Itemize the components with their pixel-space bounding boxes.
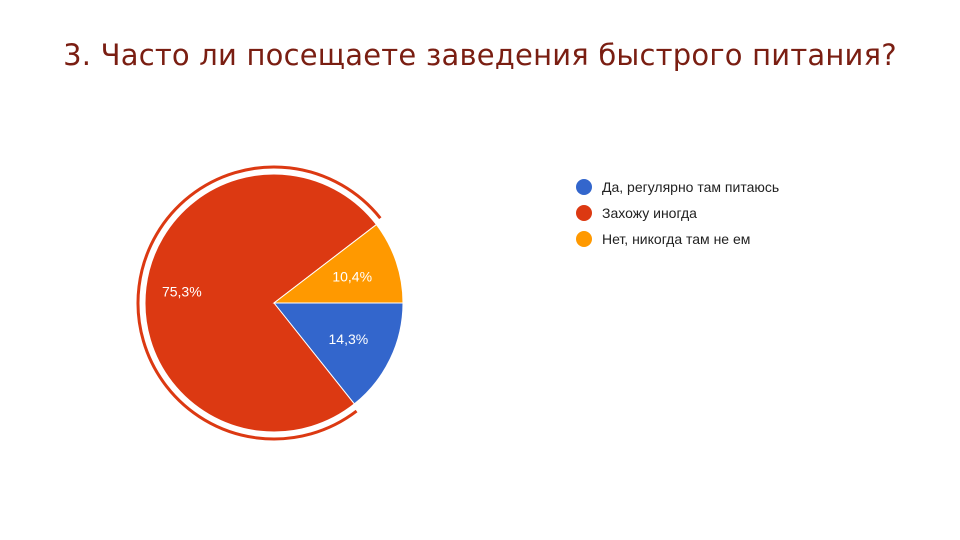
slice-data-label: 14,3% [329,331,369,347]
slice-data-label: 10,4% [332,269,372,285]
legend-swatch [576,231,592,247]
legend-item: Да, регулярно там питаюсь [576,174,779,200]
legend-label: Захожу иногда [602,205,697,221]
legend-label: Да, регулярно там питаюсь [602,179,780,195]
legend-item: Захожу иногда [576,200,779,226]
legend-label: Нет, никогда там не ем [602,231,751,247]
pie-slice [144,173,378,433]
legend-swatch [576,179,592,195]
pie-outline-arc [136,165,382,441]
pie-slice [272,302,404,405]
slide-title: 3. Часто ли посещаете заведения быстрого… [63,38,897,72]
slice-data-label: 75,3% [162,284,202,300]
legend-item: Нет, никогда там не ем [576,226,779,252]
pie-slice [272,223,404,304]
chart-legend: Да, регулярно там питаюсь Захожу иногда … [576,174,779,252]
legend-swatch [576,205,592,221]
